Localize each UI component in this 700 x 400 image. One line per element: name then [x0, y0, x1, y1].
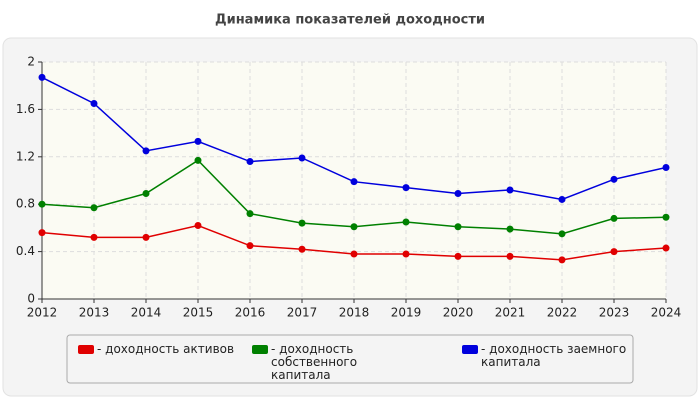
- x-tick-label: 2015: [183, 306, 214, 320]
- legend-label: - доходность собственного капитала: [271, 342, 358, 382]
- data-point: [298, 245, 306, 253]
- data-point: [194, 222, 202, 230]
- data-point: [142, 147, 150, 155]
- legend-swatch: [78, 345, 94, 354]
- data-point: [454, 252, 462, 260]
- data-point: [38, 200, 46, 208]
- data-point: [350, 223, 358, 231]
- legend-item: - доходность заемного капитала: [462, 343, 627, 369]
- y-tick-label: 0: [27, 292, 35, 306]
- x-tick-label: 2014: [131, 306, 162, 320]
- y-tick-label: 2: [27, 55, 35, 69]
- legend-swatch: [462, 345, 478, 354]
- legend-item: - доходность собственного капитала: [252, 343, 417, 382]
- data-point: [402, 218, 410, 226]
- x-tick-label: 2012: [27, 306, 58, 320]
- data-point: [610, 214, 618, 222]
- data-point: [298, 154, 306, 162]
- data-point: [194, 137, 202, 145]
- data-point: [662, 213, 670, 221]
- data-point: [402, 250, 410, 258]
- data-point: [38, 73, 46, 81]
- x-tick-label: 2018: [339, 306, 370, 320]
- data-point: [506, 252, 514, 260]
- data-point: [90, 99, 98, 107]
- legend-box: [66, 334, 634, 384]
- x-tick-label: 2023: [599, 306, 630, 320]
- data-point: [610, 248, 618, 256]
- data-point: [246, 242, 254, 250]
- data-point: [246, 210, 254, 218]
- data-point: [90, 233, 98, 241]
- x-tick-label: 2016: [235, 306, 266, 320]
- x-tick-label: 2020: [443, 306, 474, 320]
- x-tick-label: 2017: [287, 306, 318, 320]
- data-point: [38, 229, 46, 237]
- data-point: [142, 190, 150, 198]
- data-point: [350, 250, 358, 258]
- data-point: [558, 195, 566, 203]
- data-point: [142, 233, 150, 241]
- data-point: [350, 178, 358, 186]
- data-point: [558, 256, 566, 264]
- chart-title: Динамика показателей доходности: [215, 13, 485, 28]
- data-point: [454, 190, 462, 198]
- data-point: [298, 219, 306, 227]
- x-tick-label: 2021: [495, 306, 526, 320]
- data-point: [662, 244, 670, 252]
- y-tick-label: 0.8: [16, 197, 35, 211]
- legend-label: - доходность заемного капитала: [481, 342, 627, 369]
- data-point: [402, 184, 410, 192]
- x-tick-label: 2019: [391, 306, 422, 320]
- data-point: [506, 225, 514, 233]
- x-tick-label: 2022: [547, 306, 578, 320]
- data-point: [454, 223, 462, 231]
- data-point: [90, 204, 98, 212]
- x-tick-label: 2024: [651, 306, 682, 320]
- legend-item: - доходность активов: [78, 343, 243, 356]
- legend-swatch: [252, 345, 268, 354]
- legend-label: - доходность активов: [97, 342, 235, 356]
- data-point: [194, 156, 202, 164]
- data-point: [662, 163, 670, 171]
- data-point: [246, 158, 254, 166]
- data-point: [558, 230, 566, 238]
- data-point: [506, 186, 514, 194]
- x-tick-label: 2013: [79, 306, 110, 320]
- y-tick-label: 1.2: [16, 149, 35, 163]
- y-tick-label: 1.6: [16, 102, 35, 116]
- y-tick-label: 0.4: [16, 244, 35, 258]
- data-point: [610, 175, 618, 183]
